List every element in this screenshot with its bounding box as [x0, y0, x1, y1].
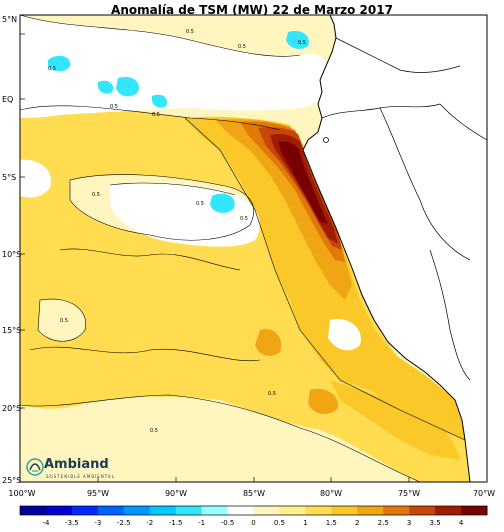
logo-subtitle: SOSTENIBLE AMBIENTAL	[46, 474, 115, 479]
contour-label: 0.5	[298, 40, 306, 46]
anomaly-zone-south	[330, 380, 460, 460]
contour-labels: 0.5 0.5 0.5 0.5 0.5 0.5 0.5 0.5 0.5 0.5 …	[48, 29, 306, 434]
logo-name: Ambiand	[44, 457, 109, 472]
colorbar-tick-label: -1	[198, 519, 206, 527]
colorbar-swatch	[123, 506, 151, 515]
colorbar-tick-label: -2	[146, 519, 154, 527]
cold-patch-2	[98, 80, 114, 94]
colorbar-frame	[19, 505, 488, 516]
colorbar-swatch	[149, 506, 177, 515]
anomaly-zone-south-2	[255, 329, 282, 356]
colorbar-swatch	[97, 506, 125, 515]
contour-label: 0.5	[48, 66, 56, 72]
cold-patch-5	[286, 30, 309, 49]
cold-patch-4	[152, 94, 168, 108]
colorbar-swatch	[253, 506, 280, 515]
lat-label: 20°S	[2, 404, 22, 413]
colorbar-tick-label: -1.5	[168, 519, 183, 527]
colorbar-swatch	[461, 506, 488, 515]
colorbar-tick-label: 2.5	[377, 519, 389, 527]
lon-label: 80°W	[319, 489, 343, 498]
lon-label: 100°W	[8, 489, 36, 498]
colorbar-tick-label: -3.5	[65, 519, 79, 527]
neutral-zone-west	[20, 159, 51, 198]
contour-lines	[19, 14, 466, 483]
island	[323, 137, 329, 143]
cold-patch-3	[116, 76, 139, 97]
contour-label: 0.5	[268, 391, 276, 397]
colorbar-tick-label: -0.5	[220, 519, 235, 527]
colorbar-swatch	[435, 506, 462, 515]
colorbar-swatch	[383, 506, 410, 515]
axis-ticks	[20, 33, 410, 483]
country-borders	[321, 37, 488, 381]
lat-label: 25°S	[2, 476, 22, 485]
colorbar-tick-label: 3	[406, 519, 412, 527]
colorbar-tick-label: 3.5	[429, 519, 441, 527]
map-frame	[19, 14, 488, 483]
anomaly-zone-7	[278, 141, 328, 224]
colorbar-tick-label: 0	[251, 519, 256, 527]
colorbar-tick-label: 4	[458, 519, 464, 527]
lon-label: 85°W	[242, 489, 266, 498]
lon-label: 75°W	[397, 489, 421, 498]
colorbar-swatch	[71, 506, 99, 515]
ocean-field	[19, 14, 487, 483]
neutral-zone-north	[20, 15, 330, 118]
colorbar-swatch	[357, 506, 384, 515]
colorbar-swatch	[279, 506, 306, 515]
lat-label: 15°S	[2, 326, 22, 335]
land-south-america	[302, 14, 488, 483]
contour-label: 0.5	[150, 428, 158, 434]
contour-label: 0.5	[152, 112, 160, 118]
anomaly-zone-south-3	[308, 388, 339, 415]
contour-label: 0.5	[110, 104, 118, 110]
anomaly-zone-3	[215, 119, 352, 300]
lat-label: 5°N	[2, 15, 18, 24]
colorbar-tick-label: 0.5	[273, 519, 286, 527]
lat-label: EQ	[2, 95, 14, 104]
colorbar-tick-label: -4	[42, 519, 50, 527]
colorbar-swatch	[331, 506, 358, 515]
cold-patch-6	[210, 193, 235, 213]
lon-label: 90°W	[164, 489, 188, 498]
contour-label: 0.5	[92, 192, 100, 198]
lon-label: 95°W	[86, 489, 110, 498]
neutral-zone-coast	[328, 319, 361, 351]
anomaly-zone-4	[240, 121, 345, 263]
colorbar-tick-label: 1.5	[325, 519, 337, 527]
colorbar-tick-label: 1	[303, 519, 308, 527]
colorbar-swatch	[305, 506, 332, 515]
lat-label: 10°S	[2, 250, 22, 259]
anomaly-zone-0b	[20, 410, 340, 482]
colorbar-swatch	[45, 506, 73, 515]
colorbar-tick-label: -3	[94, 519, 102, 527]
colorbar-swatch	[175, 506, 203, 515]
colorbar-swatch	[409, 506, 436, 515]
colorbar-swatch	[227, 506, 254, 515]
colorbar-tick-label: 2	[355, 519, 360, 527]
contour-label: 0.5	[240, 216, 248, 222]
anomaly-zone-0c	[38, 299, 86, 342]
contour-label: 0.5	[196, 201, 204, 207]
colorbar-tick-label: -2.5	[116, 519, 131, 527]
lon-label: 70°W	[472, 489, 496, 498]
colorbar-swatch	[201, 506, 229, 515]
cold-patch-1	[48, 55, 71, 72]
colorbar-swatch	[20, 506, 47, 515]
ambiand-logo-icon	[26, 458, 44, 476]
anomaly-zone-2	[185, 116, 465, 440]
map-title: Anomalía de TSM (MW) 22 de Marzo 2017	[111, 3, 393, 17]
contour-label: 0.5	[238, 44, 246, 50]
lat-label: 5°S	[2, 173, 17, 182]
contour-label: 0.5	[60, 318, 68, 324]
contour-label: 0.5	[186, 29, 194, 35]
